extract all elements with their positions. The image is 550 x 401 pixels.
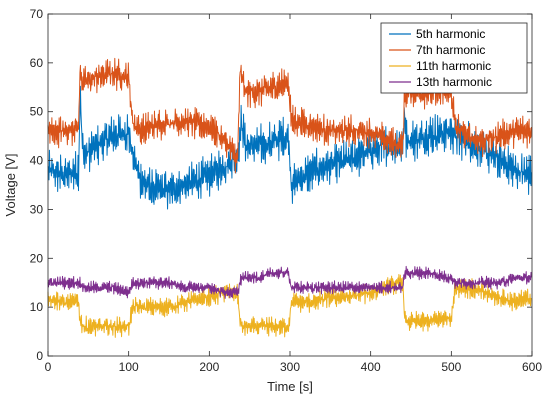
legend-entry: 7th harmonic bbox=[416, 43, 485, 57]
legend-entry: 13th harmonic bbox=[416, 75, 492, 89]
series-line-1 bbox=[47, 85, 533, 210]
y-tick-label: 60 bbox=[30, 56, 44, 70]
x-tick-label: 500 bbox=[441, 360, 461, 374]
series-line-3 bbox=[47, 273, 532, 338]
plot-series bbox=[47, 57, 533, 338]
x-axis-label: Time [s] bbox=[267, 379, 313, 394]
y-tick-labels: 0 10 20 30 40 50 60 70 bbox=[30, 7, 44, 363]
x-tick-label: 400 bbox=[361, 360, 381, 374]
y-axis-label: Voltage [V] bbox=[3, 154, 18, 217]
legend-entry: 5th harmonic bbox=[416, 27, 485, 41]
x-tick-label: 200 bbox=[199, 360, 219, 374]
axis-ticks bbox=[47, 13, 533, 357]
y-tick-label: 30 bbox=[30, 202, 44, 216]
x-tick-labels: 0 100 200 300 400 500 600 bbox=[45, 360, 543, 374]
y-tick-label: 50 bbox=[30, 105, 44, 119]
x-tick-label: 100 bbox=[119, 360, 139, 374]
x-tick-label: 0 bbox=[45, 360, 52, 374]
y-tick-label: 40 bbox=[30, 154, 44, 168]
y-tick-label: 70 bbox=[30, 7, 44, 21]
legend-entry: 11th harmonic bbox=[416, 59, 491, 73]
x-tick-label: 600 bbox=[522, 360, 542, 374]
legend: 5th harmonic 7th harmonic 11th harmonic 13t… bbox=[380, 22, 528, 94]
y-tick-label: 0 bbox=[36, 349, 43, 363]
series-line-4 bbox=[47, 265, 533, 299]
legend-box bbox=[380, 22, 528, 94]
y-tick-label: 10 bbox=[30, 300, 44, 314]
x-tick-label: 300 bbox=[280, 360, 300, 374]
y-tick-label: 20 bbox=[30, 251, 44, 265]
